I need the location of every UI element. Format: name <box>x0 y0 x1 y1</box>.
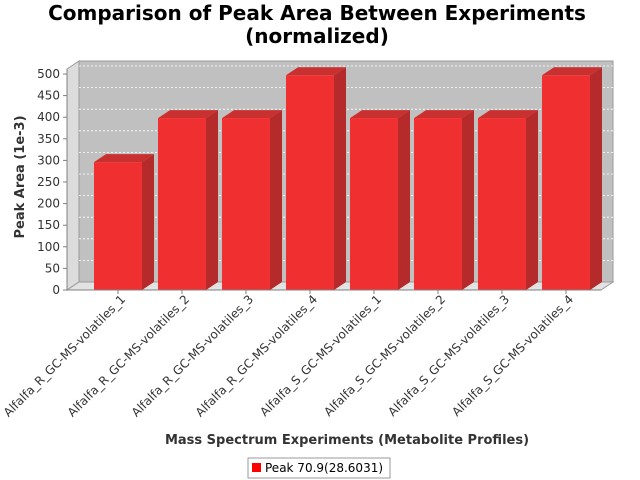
bar-side <box>462 110 474 291</box>
chart-title-line1: Comparison of Peak Area Between Experime… <box>48 1 586 25</box>
x-tick-label: Alfalfa_S_GC-MS-volatiles_2 <box>321 292 448 419</box>
bar-front <box>542 75 590 291</box>
chart-title-line2: (normalized) <box>245 24 389 48</box>
y-tick-label: 0 <box>52 283 60 297</box>
y-tick-label: 150 <box>37 218 60 232</box>
bar <box>222 110 282 291</box>
y-tick-label: 350 <box>37 132 60 146</box>
x-axis-label: Mass Spectrum Experiments (Metabolite Pr… <box>165 433 529 448</box>
bar-top <box>158 110 218 119</box>
bar-side <box>270 110 282 291</box>
y-tick-label: 300 <box>37 153 60 167</box>
bar-side <box>398 110 410 291</box>
x-tick-label: Alfalfa_S_GC-MS-volatiles_1 <box>257 292 384 419</box>
x-axis: Alfalfa_R_GC-MS-volatiles_1Alfalfa_R_GC-… <box>1 289 601 420</box>
bar-front <box>478 118 526 291</box>
bar-top <box>350 110 410 119</box>
y-tick-label: 500 <box>37 67 60 81</box>
y-tick-label: 100 <box>37 240 60 254</box>
bar <box>286 67 346 291</box>
bar-front <box>414 118 462 291</box>
bar-front <box>158 118 206 291</box>
bar-top <box>478 110 538 119</box>
bar-top <box>94 154 154 163</box>
bar-front <box>286 75 334 291</box>
x-tick-label: Alfalfa_R_GC-MS-volatiles_2 <box>65 292 192 419</box>
x-tick-label: Alfalfa_R_GC-MS-volatiles_3 <box>129 292 256 419</box>
bar-side <box>206 110 218 291</box>
x-tick-label: Alfalfa_R_GC-MS-volatiles_4 <box>193 292 320 419</box>
x-tick-label: Alfalfa_R_GC-MS-volatiles_1 <box>1 292 128 419</box>
x-tick-label: Alfalfa_S_GC-MS-volatiles_3 <box>385 292 512 419</box>
bar-front <box>222 118 270 291</box>
y-tick-label: 200 <box>37 197 60 211</box>
bar <box>158 110 218 291</box>
bar <box>542 67 602 291</box>
y-axis-label: Peak Area (1e-3) <box>13 115 28 238</box>
x-tick-label: Alfalfa_S_GC-MS-volatiles_4 <box>449 292 576 419</box>
y-axis: 0 50 100 150 200 250 300 350 400 450 500 <box>37 67 68 297</box>
bar-side <box>590 67 602 291</box>
bar-top <box>414 110 474 119</box>
bars <box>94 67 602 291</box>
legend-label: Peak 70.9(28.6031) <box>265 461 383 475</box>
bar-side <box>334 67 346 291</box>
y-tick-label: 450 <box>37 89 60 103</box>
bar <box>414 110 474 291</box>
legend-swatch <box>252 463 261 472</box>
bar-front <box>350 118 398 291</box>
plot-left-wall <box>66 60 80 291</box>
legend: Peak 70.9(28.6031) <box>247 457 391 479</box>
bar-side <box>526 110 538 291</box>
bar-top <box>222 110 282 119</box>
bar-top <box>542 67 602 76</box>
y-tick-label: 250 <box>37 175 60 189</box>
bar-side <box>142 154 154 290</box>
bar-front <box>94 162 142 290</box>
bar <box>478 110 538 291</box>
bar <box>94 154 154 290</box>
y-tick-label: 400 <box>37 110 60 124</box>
bar <box>350 110 410 291</box>
y-tick-label: 50 <box>45 261 60 275</box>
bar-top <box>286 67 346 76</box>
legend-box <box>247 457 391 479</box>
